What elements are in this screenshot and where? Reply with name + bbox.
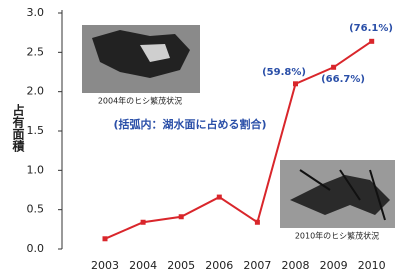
- marker: [293, 81, 298, 86]
- annotation: (括弧内：湖水面に占める割合): [113, 117, 266, 131]
- x-tick-label: 2005: [167, 259, 195, 272]
- chart: 2004年のヒシ繁茂状況 2010年のヒシ繁茂状況 占有面積 0.0 0.5 1.0…: [0, 0, 407, 274]
- y-tick-label: 2.5: [27, 45, 45, 58]
- photo-2010: [280, 160, 395, 228]
- x-tick-label: 2003: [91, 259, 119, 272]
- annotation: (76.1%): [349, 23, 393, 34]
- image-caption: 2010年のヒシ繁茂状況: [295, 231, 379, 241]
- marker: [369, 39, 374, 44]
- y-tick-label: 1.5: [27, 124, 45, 137]
- y-tick-label: 1.0: [27, 163, 45, 176]
- x-tick-label: 2007: [243, 259, 271, 272]
- y-tick-label: 0.0: [27, 242, 45, 255]
- marker: [255, 220, 260, 225]
- marker: [217, 195, 222, 200]
- y-tick-label: 0.5: [27, 203, 45, 216]
- image-caption: 2004年のヒシ繁茂状況: [98, 96, 182, 106]
- x-tick-label: 2008: [282, 259, 310, 272]
- marker: [331, 65, 336, 70]
- x-tick-label: 2006: [205, 259, 233, 272]
- marker: [103, 236, 108, 241]
- marker: [141, 220, 146, 225]
- y-tick-label: 2.0: [27, 85, 45, 98]
- annotation: (66.7%): [321, 74, 365, 85]
- marker: [179, 214, 184, 219]
- x-tick-label: 2004: [129, 259, 157, 272]
- x-tick-label: 2009: [320, 259, 348, 272]
- annotation: (59.8%): [262, 67, 306, 78]
- x-tick-label: 2010: [358, 259, 386, 272]
- photo-2004: [82, 25, 200, 93]
- y-axis-label: 占有面積: [11, 103, 25, 153]
- y-tick-label: 3.0: [27, 6, 45, 19]
